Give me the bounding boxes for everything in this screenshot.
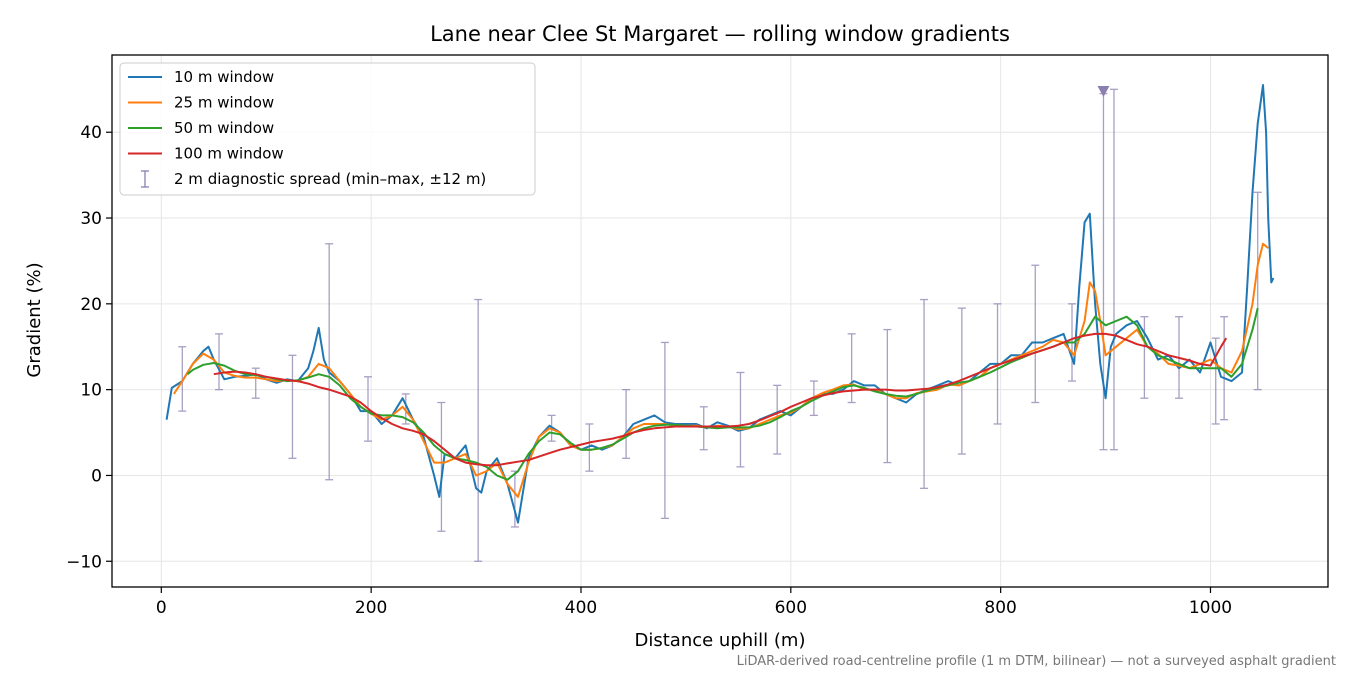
error-bar (1140, 316, 1149, 399)
y-tick-label: 30 (80, 209, 102, 229)
error-bar (957, 307, 966, 455)
error-bar (622, 388, 631, 459)
peak-marker-icon (1097, 86, 1110, 98)
error-bar (847, 333, 856, 404)
error-bar (660, 341, 669, 520)
error-bar (288, 354, 297, 459)
error-bar (1109, 88, 1118, 451)
error-bar (251, 367, 260, 399)
legend-label: 10 m window (174, 68, 274, 86)
footnote: LiDAR-derived road-centreline profile (1… (737, 654, 1336, 669)
chart-title: Lane near Clee St Margaret — rolling win… (430, 22, 1010, 46)
x-tick-label: 400 (565, 598, 597, 618)
marker-layer (1097, 86, 1110, 98)
error-bar (585, 423, 594, 472)
x-tick-label: 800 (984, 598, 1016, 618)
y-axis-label: Gradient (%) (24, 262, 45, 377)
diagnostic-spread-bars (178, 88, 1262, 562)
error-bar (178, 346, 187, 412)
y-axis-ticks: −10 0 10 20 30 40 (66, 123, 112, 572)
legend-box (119, 62, 536, 196)
plot-frame (111, 54, 1329, 588)
error-bar (474, 298, 483, 562)
x-axis-label: Distance uphill (m) (635, 630, 806, 651)
error-bar (1220, 316, 1229, 421)
legend-label: 2 m diagnostic spread (min–max, ±12 m) (174, 170, 486, 188)
x-tick-label: 0 (156, 598, 167, 618)
error-bar (1253, 191, 1262, 391)
error-bar (1211, 337, 1220, 425)
y-tick-label: −10 (66, 552, 102, 572)
x-axis-ticks: 0 200 400 600 800 1000 (156, 587, 1232, 618)
error-bar (325, 243, 334, 481)
legend-label: 50 m window (174, 119, 274, 137)
x-tick-label: 200 (355, 598, 387, 618)
error-bar (736, 371, 745, 468)
error-bar (699, 406, 708, 451)
y-tick-label: 40 (80, 123, 102, 143)
y-tick-label: 10 (80, 381, 102, 401)
legend-label: 25 m window (174, 94, 274, 112)
error-bar (883, 328, 892, 464)
y-tick-label: 0 (91, 466, 102, 486)
x-tick-label: 600 (775, 598, 807, 618)
error-bar (215, 333, 224, 391)
error-bar (1031, 264, 1040, 404)
error-bar (437, 401, 446, 532)
error-bar (920, 298, 929, 489)
x-tick-label: 1000 (1189, 598, 1232, 618)
series-lines (165, 84, 1275, 524)
series-line-100-m-window (213, 332, 1228, 467)
legend-label: 100 m window (174, 145, 284, 163)
legend: 10 m window 25 m window 50 m window 100 m w… (119, 62, 536, 196)
y-tick-label: 20 (80, 295, 102, 315)
